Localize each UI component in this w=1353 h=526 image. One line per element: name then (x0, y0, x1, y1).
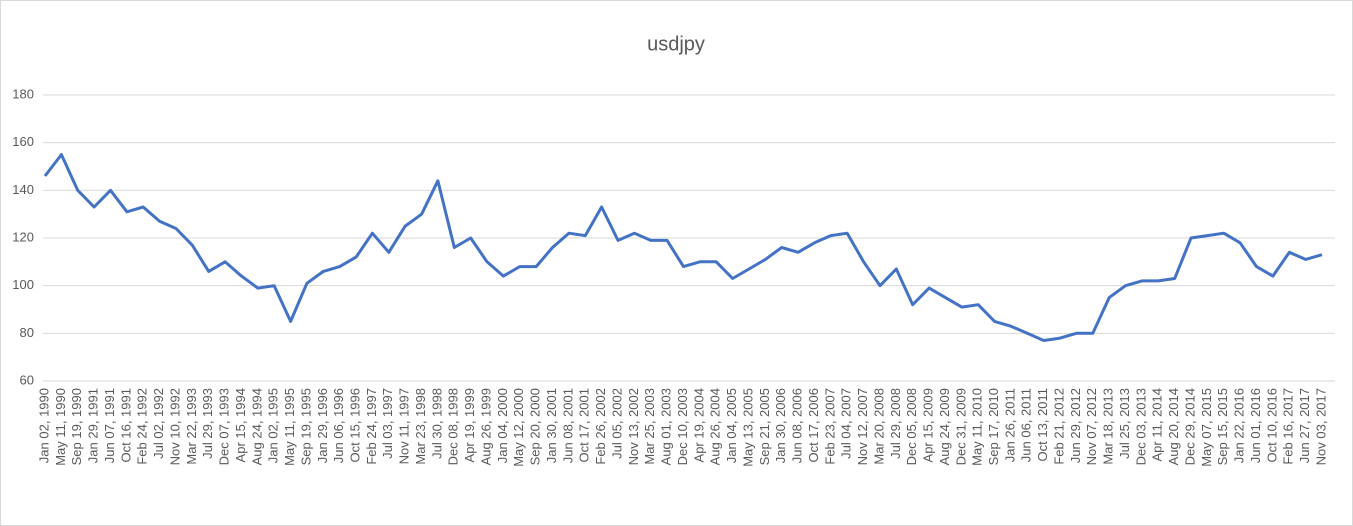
x-tick-label: Dec 05, 2008 (904, 388, 919, 465)
x-tick-label: Dec 07, 1993 (217, 388, 232, 465)
x-tick-label: Dec 03, 2013 (1133, 388, 1148, 465)
x-tick-label: May 11, 2010 (970, 388, 985, 466)
x-tick-label: Jul 05, 2002 (609, 388, 624, 459)
x-tick-label: Mar 25, 2003 (642, 388, 657, 465)
x-tick-label: Apr 19, 2004 (691, 388, 706, 462)
x-tick-label: Oct 16, 1991 (118, 388, 133, 462)
y-tick-label: 60 (20, 372, 34, 387)
x-tick-label: Jun 27, 2017 (1297, 388, 1312, 463)
x-tick-label: Mar 22, 1993 (184, 388, 199, 465)
x-tick-label: Aug 20, 2014 (1166, 388, 1181, 465)
x-tick-label: Feb 21, 2012 (1051, 388, 1066, 465)
x-tick-label: Aug 26, 1999 (478, 388, 493, 465)
x-tick-label: Jan 30, 2006 (773, 388, 788, 463)
x-tick-label: Aug 01, 2003 (659, 388, 674, 465)
x-tick-label: Oct 10, 2016 (1264, 388, 1279, 462)
x-tick-label: Jun 01, 2016 (1248, 388, 1263, 463)
x-tick-label: Sep 19, 1990 (69, 388, 84, 465)
y-tick-label: 120 (12, 229, 34, 244)
x-tick-label: May 11, 1995 (282, 388, 297, 466)
y-tick-label: 140 (12, 182, 34, 197)
x-tick-label: Nov 10, 1992 (167, 388, 182, 465)
x-tick-label: Feb 23, 2007 (822, 388, 837, 465)
x-tick-label: Apr 11, 2014 (1150, 388, 1165, 461)
x-tick-label: Dec 08, 1998 (446, 388, 461, 465)
x-tick-label: Feb 26, 2002 (593, 388, 608, 465)
x-tick-label: Aug 26, 2004 (708, 388, 723, 465)
y-tick-label: 180 (12, 86, 34, 101)
x-tick-label: Oct 13, 2011 (1035, 388, 1050, 461)
x-tick-label: Dec 29, 2014 (1182, 388, 1197, 465)
x-tick-label: Jul 04, 2007 (839, 388, 854, 459)
x-tick-label: Jul 25, 2013 (1117, 388, 1132, 459)
x-tick-label: Jul 02, 1992 (151, 388, 166, 459)
chart-title: usdjpy (647, 33, 705, 55)
x-tick-label: Jul 29, 2008 (888, 388, 903, 459)
x-tick-label: Feb 24, 1997 (364, 388, 379, 465)
x-tick-label: Jun 08, 2006 (790, 388, 805, 463)
x-tick-label: Dec 10, 2003 (675, 388, 690, 465)
x-tick-label: Aug 24, 2009 (937, 388, 952, 465)
x-tick-label: Jun 08, 2001 (560, 388, 575, 463)
x-tick-label: Mar 20, 2008 (871, 388, 886, 465)
x-tick-label: Jan 29, 1996 (315, 388, 330, 463)
x-tick-label: Dec 31, 2009 (953, 388, 968, 465)
x-tick-label: Oct 17, 2001 (577, 388, 592, 462)
x-tick-label: Jan 22, 2016 (1232, 388, 1247, 463)
x-tick-label: May 11, 1990 (53, 388, 68, 466)
x-tick-label: Feb 16, 2017 (1281, 388, 1296, 465)
x-tick-label: Oct 17, 2006 (806, 388, 821, 462)
x-tick-label: Jan 30, 2001 (544, 388, 559, 463)
x-tick-label: Mar 23, 1998 (413, 388, 428, 465)
x-tick-label: Nov 07, 2012 (1084, 388, 1099, 465)
y-tick-label: 160 (12, 134, 34, 149)
x-tick-label: May 13, 2005 (740, 388, 755, 467)
x-tick-label: Jul 03, 1997 (380, 388, 395, 459)
x-tick-label: Jul 29, 1993 (200, 388, 215, 459)
x-tick-label: Aug 24, 1994 (249, 388, 264, 465)
x-tick-label: Jul 30, 1998 (429, 388, 444, 459)
x-tick-label: Jan 02, 1990 (36, 388, 51, 463)
x-tick-label: Feb 24, 1992 (135, 388, 150, 465)
x-tick-label: Nov 11, 1997 (397, 388, 412, 464)
x-tick-label: Jan 26, 2011 (1002, 388, 1017, 462)
x-tick-label: Sep 20, 2000 (528, 388, 543, 465)
x-tick-label: May 07, 2015 (1199, 388, 1214, 467)
x-tick-label: Nov 03, 2017 (1313, 388, 1328, 465)
x-tick-label: Sep 15, 2015 (1215, 388, 1230, 465)
x-tick-label: Nov 13, 2002 (626, 388, 641, 465)
x-tick-label: Jan 02, 1995 (266, 388, 281, 463)
x-tick-label: May 12, 2000 (511, 388, 526, 467)
x-tick-label: Sep 19, 1995 (298, 388, 313, 465)
x-tick-label: Apr 15, 2009 (921, 388, 936, 462)
x-tick-label: Oct 15, 1996 (348, 388, 363, 462)
y-tick-label: 80 (20, 325, 34, 340)
x-tick-label: Nov 12, 2007 (855, 388, 870, 465)
x-tick-label: Jun 07, 1991 (102, 388, 117, 463)
x-tick-label: Jun 29, 2012 (1068, 388, 1083, 463)
data-line (43, 153, 1323, 342)
x-tick-label: Jan 04, 2005 (724, 388, 739, 463)
x-tick-label: Apr 19, 1999 (462, 388, 477, 462)
x-tick-label: Jun 06, 2011 (1019, 388, 1034, 462)
x-tick-label: Mar 18, 2013 (1101, 388, 1116, 465)
x-tick-label: Jan 04, 2000 (495, 388, 510, 463)
x-tick-label: Jun 06, 1996 (331, 388, 346, 463)
y-tick-label: 100 (12, 277, 34, 292)
x-tick-label: Sep 17, 2010 (986, 388, 1001, 465)
x-tick-label: Sep 21, 2005 (757, 388, 772, 465)
x-tick-label: Jan 29, 1991 (86, 388, 101, 463)
x-tick-label: Apr 15, 1994 (233, 388, 248, 462)
